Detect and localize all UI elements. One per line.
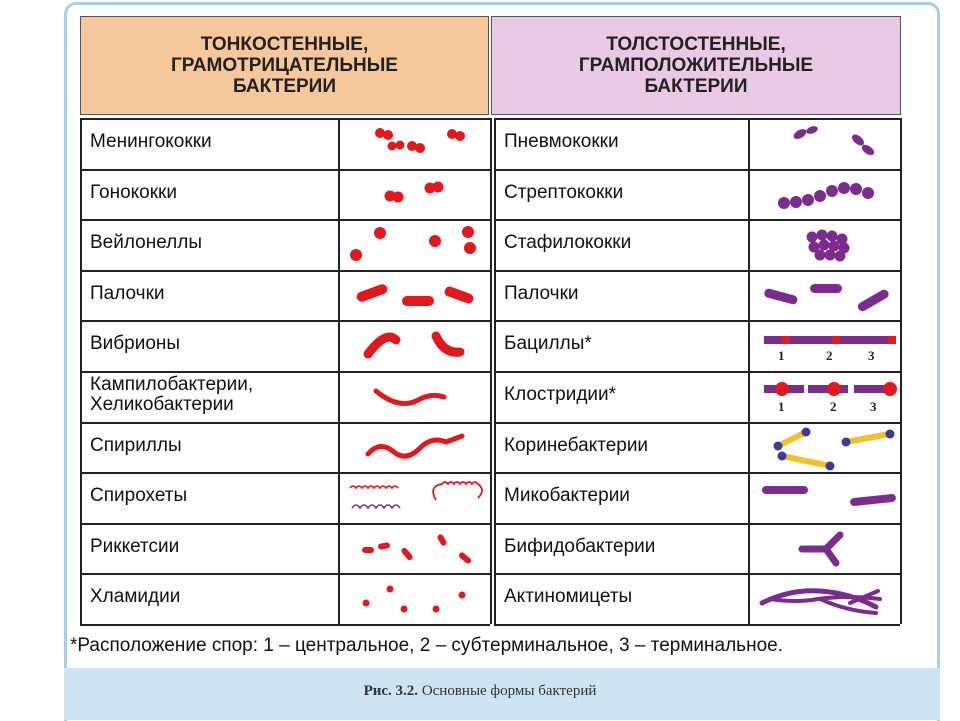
staphylococci-picture — [806, 229, 850, 262]
gram-positive-row-label: Бациллы* — [504, 333, 592, 355]
table-row-line — [494, 118, 900, 120]
table-row-line — [494, 219, 900, 221]
gram-positive-row-label: Стафилококки — [504, 232, 632, 254]
corynebacteria-picture — [773, 427, 895, 471]
vibrios-picture — [363, 331, 465, 359]
table-row-line — [80, 523, 490, 525]
gram-negative-row-label: Спирохеты — [90, 485, 188, 507]
table-row-line — [494, 573, 900, 575]
gonococci-picture — [384, 181, 444, 203]
bifidobacteria-picture — [798, 531, 844, 567]
gram-negative-row-label: Риккетсии — [90, 536, 180, 558]
table-column-line — [80, 118, 82, 624]
spore-footnote: *Расположение спор: 1 – центральное, 2 –… — [70, 635, 783, 656]
table-row-line — [80, 270, 490, 272]
spore-position-marker: 2 — [830, 399, 837, 414]
header-gram-positive: ТОЛСТОСТЕННЫЕ, ГРАМПОЛОЖИТЕЛЬНЫЕ БАКТЕРИ… — [491, 16, 901, 115]
table-row-line — [494, 472, 900, 474]
gram-negative-row-label: Вейлонеллы — [90, 232, 202, 254]
gram-negative-row-label: Хламидии — [90, 586, 181, 608]
spore-position-marker: 1 — [778, 399, 785, 414]
figure-caption: Рис. 3.2. Основные формы бактерий — [0, 683, 960, 700]
pneumococci-picture — [793, 126, 875, 156]
table-column-line — [338, 118, 340, 624]
table-row-line — [494, 320, 900, 322]
table-row-line — [80, 422, 490, 424]
table-row-line — [494, 371, 900, 373]
table-row-line — [494, 422, 900, 424]
spirilla-picture — [365, 433, 465, 459]
table-row-line — [80, 320, 490, 322]
gram-negative-row-label: Кампилобактерии, Хеликобактерии — [90, 374, 254, 416]
bacilli-picture: 1 2 3 — [764, 335, 896, 363]
bacteria-table: Менингококки Гонококки Вейлонеллы Палочки Ви… — [80, 118, 902, 626]
table-row-line — [80, 371, 490, 373]
chlamydia-picture — [362, 585, 466, 613]
campylobacter-picture — [373, 388, 447, 406]
actinomycetes-picture — [759, 588, 882, 615]
figure-caption-label: Рис. 3.2. — [363, 683, 419, 699]
table-row-line — [80, 118, 490, 120]
table-row-line — [80, 169, 490, 171]
table-row-line — [80, 573, 490, 575]
streptococci-picture — [778, 181, 874, 209]
figure-caption-text: Основные формы бактерий — [418, 683, 597, 699]
header-gram-negative-text: ТОНКОСТЕННЫЕ, ГРАМОТРИЦАТЕЛЬНЫЕ БАКТЕРИИ — [171, 34, 398, 97]
gram-positive-rods-picture — [764, 283, 889, 312]
gram-positive-row-label: Микобактерии — [504, 485, 630, 507]
spore-position-marker: 3 — [868, 348, 875, 363]
gram-negative-row-label: Палочки — [90, 283, 165, 305]
veillonella-picture — [350, 225, 476, 261]
gram-negative-row-label: Гонококки — [90, 182, 177, 204]
table-row-line — [494, 270, 900, 272]
table-row-line — [80, 472, 490, 474]
spore-position-marker: 1 — [778, 348, 785, 363]
table-row-line — [80, 624, 490, 626]
header-gram-negative: ТОНКОСТЕННЫЕ, ГРАМОТРИЦАТЕЛЬНЫЕ БАКТЕРИИ — [80, 16, 489, 115]
table-column-line — [900, 118, 902, 624]
gram-negative-row-label: Вибрионы — [90, 333, 181, 355]
gram-negative-row-label: Менингококки — [90, 131, 212, 153]
mycobacteria-picture — [762, 485, 896, 506]
rickettsia-picture — [362, 534, 472, 564]
table-row-line — [80, 219, 490, 221]
table-row-line — [494, 624, 900, 626]
table-column-line — [490, 118, 492, 624]
header-gram-positive-text: ТОЛСТОСТЕННЫЕ, ГРАМПОЛОЖИТЕЛЬНЫЕ БАКТЕРИ… — [578, 34, 814, 97]
table-column-line — [494, 118, 496, 624]
meningococci-picture — [375, 127, 465, 153]
table-row-line — [494, 169, 900, 171]
spore-position-marker: 3 — [870, 399, 877, 414]
gram-positive-row-label: Пневмококки — [504, 131, 619, 153]
gram-positive-row-label: Стрептококки — [504, 182, 624, 204]
gram-positive-row-label: Актиномицеты — [504, 586, 633, 608]
gram-positive-row-label: Палочки — [504, 283, 579, 305]
caption-band — [64, 668, 940, 720]
clostridia-picture: 1 2 3 — [764, 381, 897, 414]
gram-positive-row-label: Коринебактерии — [504, 435, 649, 457]
table-column-line — [748, 118, 750, 624]
spore-position-marker: 2 — [826, 348, 833, 363]
gram-positive-row-label: Бифидобактерии — [504, 536, 656, 558]
table-row-line — [494, 523, 900, 525]
gram-positive-row-label: Клостридии* — [504, 384, 617, 406]
spirochetes-picture — [349, 481, 483, 510]
gram-negative-row-label: Спириллы — [90, 435, 182, 457]
gram-negative-rods-picture — [356, 284, 474, 306]
